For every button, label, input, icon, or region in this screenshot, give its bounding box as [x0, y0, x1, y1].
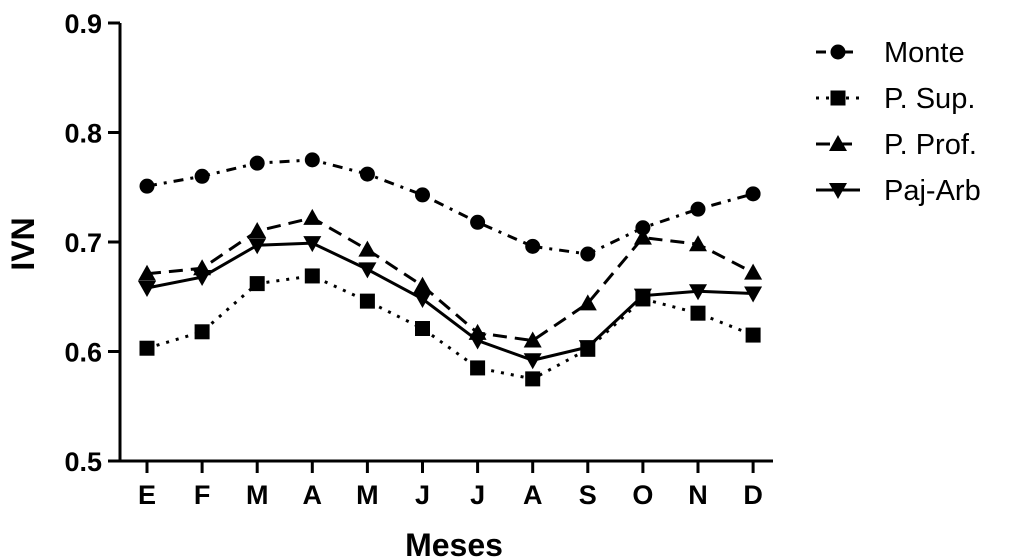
- data-point: [303, 236, 322, 253]
- data-point: [689, 235, 707, 252]
- data-point: [413, 276, 432, 293]
- y-tick-label: 0.7: [64, 228, 102, 258]
- data-point: [690, 201, 706, 217]
- data-point: [689, 284, 707, 301]
- x-tick-label: J: [470, 480, 485, 510]
- x-tick-label: J: [415, 480, 430, 510]
- data-point: [635, 220, 651, 236]
- data-point: [194, 168, 210, 184]
- data-point: [633, 288, 652, 305]
- data-point: [523, 331, 542, 348]
- axes: 0.5 0.6 0.7 0.8 0.9 E F M A M J J A S O N D: [64, 9, 773, 510]
- x-tick-label: S: [579, 480, 597, 510]
- legend-entry: Monte: [816, 37, 965, 69]
- data-point: [745, 327, 761, 343]
- data-point: [303, 208, 322, 225]
- data-point: [470, 214, 486, 230]
- data-point: [745, 186, 761, 202]
- series-layer: [138, 152, 763, 387]
- data-point: [359, 166, 375, 182]
- x-tick-label: E: [138, 480, 156, 510]
- data-point: [690, 305, 706, 321]
- data-point: [578, 294, 597, 311]
- legend-marker: [830, 44, 846, 60]
- data-point: [578, 340, 597, 357]
- y-tick-label: 0.5: [64, 447, 102, 477]
- y-tick-label: 0.8: [64, 119, 102, 149]
- series-line: [146, 158, 754, 256]
- data-point: [249, 276, 265, 292]
- data-point: [470, 360, 486, 376]
- data-point: [525, 371, 541, 387]
- y-axis-title: IVN: [5, 217, 41, 270]
- legend-label: Paj-Arb: [884, 175, 981, 207]
- data-point: [744, 286, 763, 303]
- series-paj-arb: [138, 236, 763, 370]
- series-line: [146, 241, 754, 362]
- data-point: [194, 324, 210, 340]
- data-point: [139, 178, 155, 194]
- y-tick-label: 0.9: [64, 9, 102, 39]
- data-point: [468, 333, 487, 350]
- x-tick-label: D: [743, 480, 763, 510]
- legend-marker: [829, 183, 847, 199]
- legend-label: P. Sup.: [884, 83, 975, 115]
- x-tick-label: O: [632, 480, 653, 510]
- legend-label: P. Prof.: [884, 129, 977, 161]
- x-tick-label: M: [246, 480, 269, 510]
- data-point: [139, 340, 155, 356]
- x-tick-label: A: [303, 480, 323, 510]
- legend-entry: P. Prof.: [816, 129, 977, 161]
- x-tick-label: A: [523, 480, 543, 510]
- data-point: [523, 353, 542, 370]
- data-point: [248, 222, 267, 239]
- data-point: [744, 263, 763, 280]
- legend-entry: P. Sup.: [816, 83, 975, 115]
- legend-label: Monte: [884, 37, 965, 69]
- y-tick-label: 0.6: [64, 338, 102, 368]
- data-point: [193, 270, 212, 287]
- data-point: [415, 321, 430, 337]
- series-monte: [139, 152, 761, 262]
- legend-marker: [830, 90, 846, 106]
- data-point: [249, 155, 265, 171]
- x-axis-title: Meses: [405, 527, 503, 558]
- data-point: [580, 246, 596, 262]
- data-point: [248, 238, 267, 255]
- x-tick-label: M: [356, 480, 379, 510]
- data-point: [413, 291, 432, 308]
- data-point: [633, 228, 652, 245]
- series-line: [146, 216, 754, 343]
- x-tick-label: F: [194, 480, 211, 510]
- data-point: [358, 240, 377, 257]
- series-p-sup: [139, 268, 761, 387]
- legend-marker: [829, 135, 847, 151]
- data-point: [525, 238, 541, 254]
- data-point: [358, 262, 377, 279]
- legend: Monte P. Sup. P. Prof. Paj-Arb: [816, 37, 981, 207]
- data-point: [138, 280, 156, 297]
- data-point: [138, 264, 156, 281]
- legend-entry: Paj-Arb: [816, 175, 981, 207]
- data-point: [415, 187, 430, 203]
- series-p-prof: [138, 208, 763, 348]
- data-point: [304, 268, 320, 284]
- x-tick-label: N: [688, 480, 708, 510]
- series-line: [146, 274, 754, 381]
- data-point: [304, 152, 320, 168]
- data-point: [359, 293, 375, 309]
